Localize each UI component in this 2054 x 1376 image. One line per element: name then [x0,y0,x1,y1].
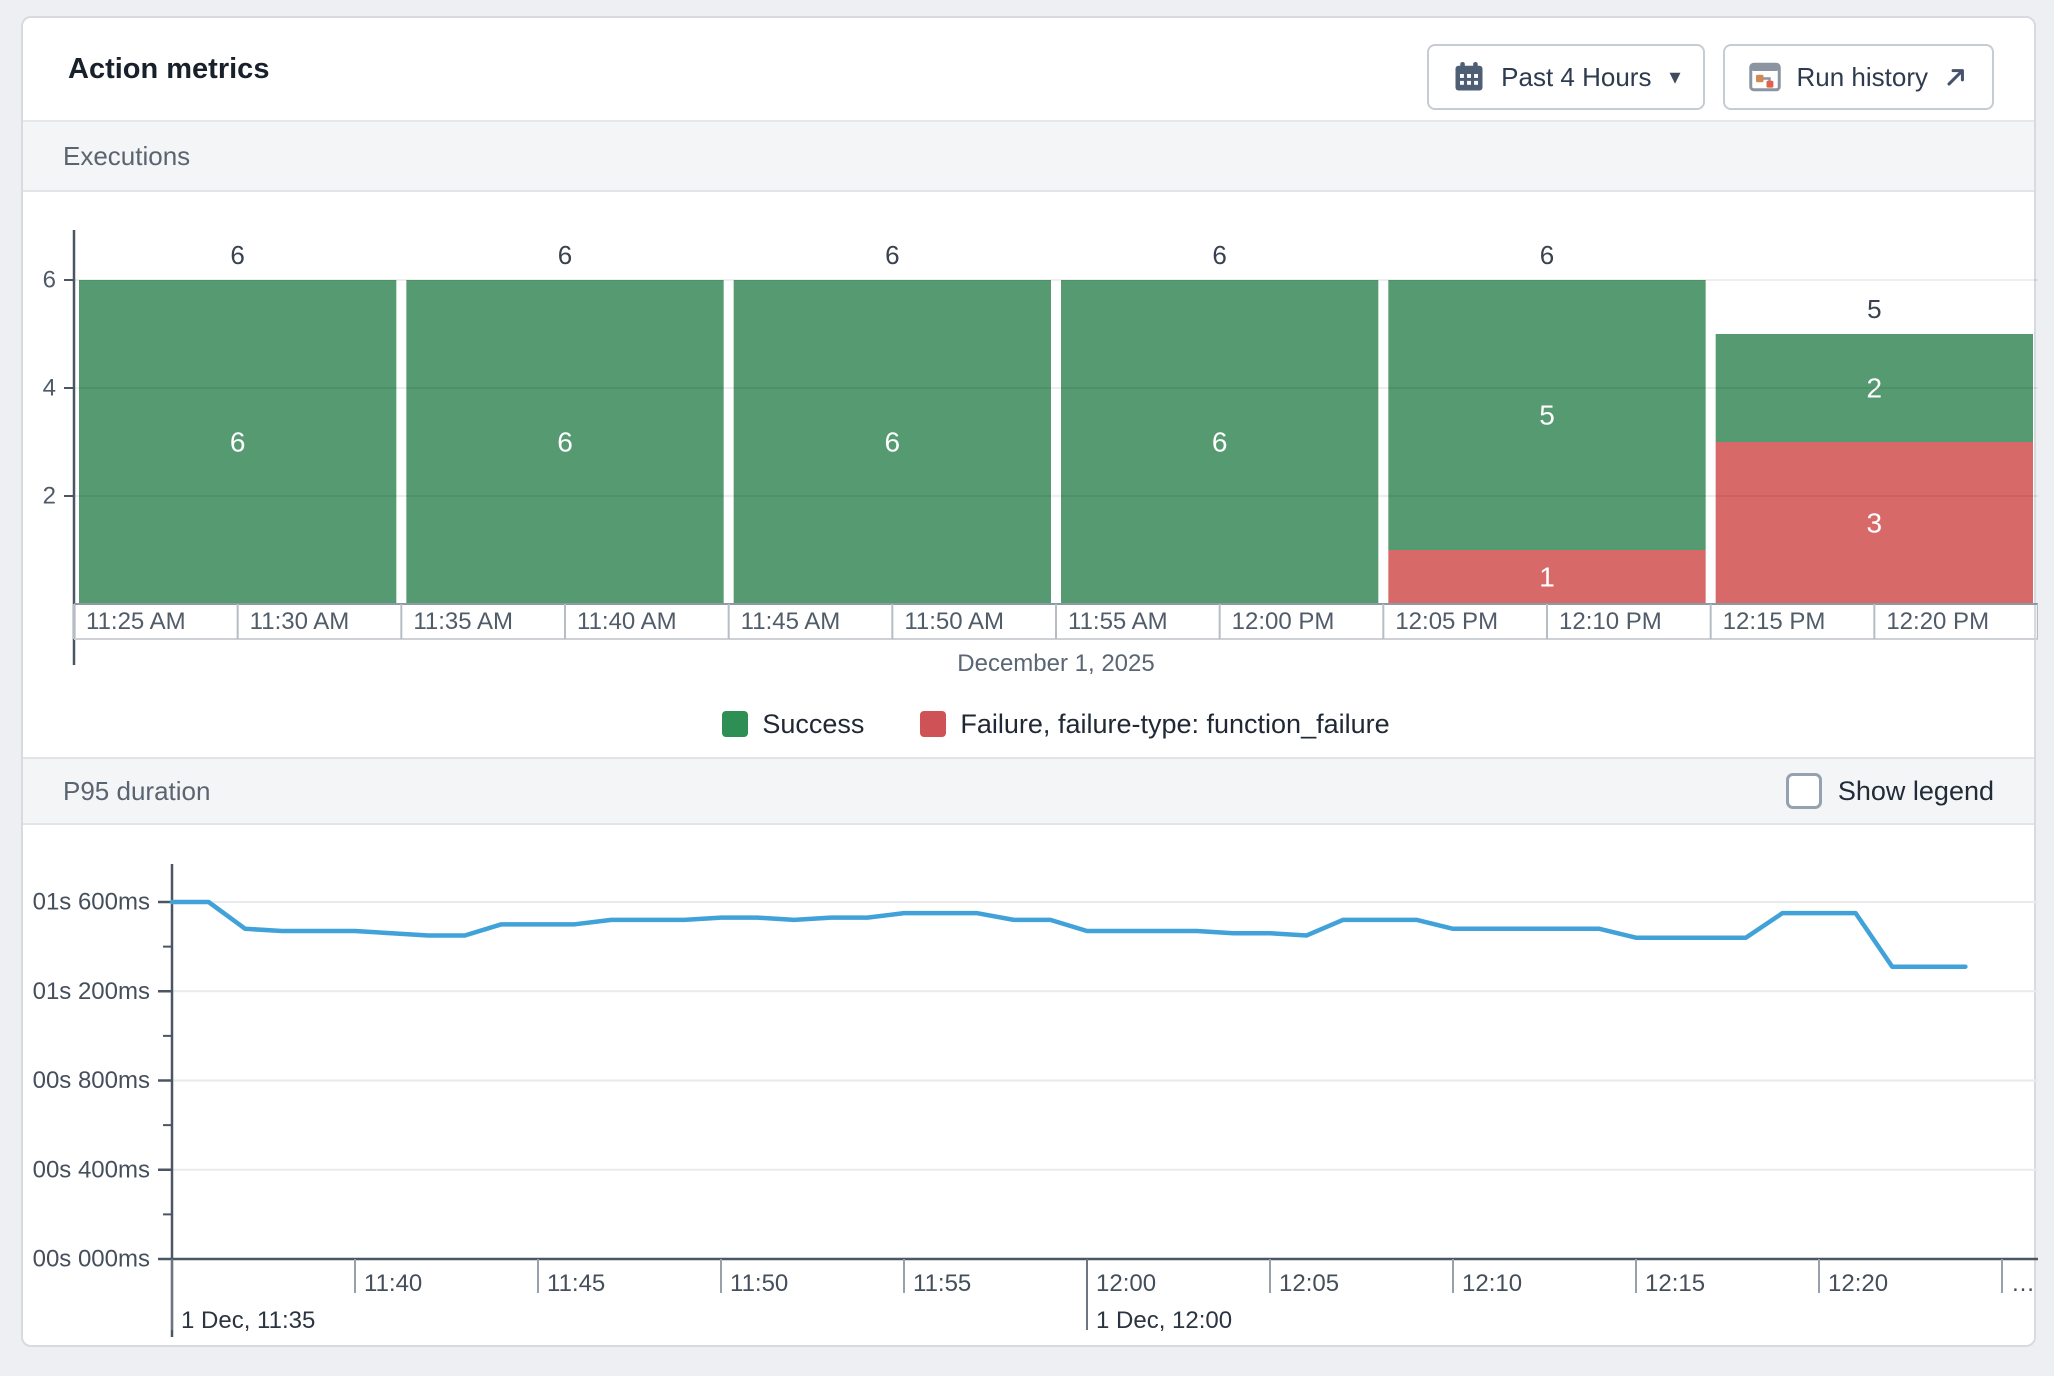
executions-section-title: Executions [63,140,191,171]
svg-text:1: 1 [1539,562,1555,593]
svg-text:00s 400ms: 00s 400ms [33,1156,150,1183]
success-swatch-icon [722,711,749,737]
svg-text:11:40: 11:40 [364,1270,422,1297]
svg-text:00s 000ms: 00s 000ms [33,1246,150,1273]
p95-section-title: P95 duration [63,775,211,806]
svg-text:6: 6 [1212,240,1226,270]
legend-item-success: Success [722,709,864,740]
svg-text:11:30 AM: 11:30 AM [250,608,350,635]
legend-failure-label: Failure, failure-type: function_failure [960,708,1390,739]
failure-swatch-icon [920,711,947,737]
svg-text:11:35 AM: 11:35 AM [413,608,513,635]
svg-text:5: 5 [1867,294,1881,324]
svg-text:2: 2 [43,483,56,510]
svg-text:11:50: 11:50 [730,1270,788,1297]
time-range-dropdown[interactable]: Past 4 Hours ▾ [1427,44,1705,110]
svg-text:6: 6 [230,240,244,270]
p95-duration-line-chart: 00s 000ms 00s 400ms 00s 800ms 01s 200ms 01s … [33,864,2038,1337]
legend-success-label: Success [762,708,865,739]
svg-text:11:40 AM: 11:40 AM [577,608,677,635]
svg-text:12:10 PM: 12:10 PM [1559,608,1662,635]
executions-section-header: Executions [23,122,2034,192]
external-link-icon [1942,63,1970,91]
svg-text:00s 800ms: 00s 800ms [33,1067,150,1094]
svg-text:12:00 PM: 12:00 PM [1232,608,1335,635]
time-range-value: Past 4 Hours [1501,61,1652,92]
svg-text:12:15 PM: 12:15 PM [1723,608,1826,635]
svg-text:12:05 PM: 12:05 PM [1395,608,1498,635]
svg-text:6: 6 [230,427,246,458]
chevron-down-icon: ▾ [1669,64,1681,89]
page-title: Action metrics [68,53,270,85]
show-legend-label: Show legend [1837,775,1994,806]
svg-text:…: … [2011,1270,2035,1297]
svg-text:12:05: 12:05 [1279,1270,1339,1297]
card-header: Action metrics Past 4 Hours ▾ [23,18,2034,122]
svg-text:6: 6 [43,267,56,294]
svg-text:2: 2 [1867,373,1883,404]
svg-text:6: 6 [557,427,573,458]
header-actions: Past 4 Hours ▾ Run history [1427,44,1994,110]
svg-text:11:45: 11:45 [547,1270,605,1297]
run-history-icon [1747,59,1783,95]
svg-text:11:45 AM: 11:45 AM [741,608,841,635]
svg-text:3: 3 [1867,508,1883,539]
bar-chart-date-caption: December 1, 2025 [957,650,1155,677]
run-history-label: Run history [1796,61,1929,92]
svg-text:12:10: 12:10 [1462,1270,1522,1297]
svg-text:6: 6 [885,240,899,270]
action-metrics-card: Action metrics Past 4 Hours ▾ [21,16,2038,1347]
svg-text:12:15: 12:15 [1645,1270,1705,1297]
svg-text:01s 200ms: 01s 200ms [33,978,150,1005]
svg-text:12:00: 12:00 [1096,1270,1156,1297]
svg-text:12:20 PM: 12:20 PM [1886,608,1989,635]
svg-text:11:55 AM: 11:55 AM [1068,608,1168,635]
svg-text:6: 6 [885,427,901,458]
show-legend-checkbox[interactable] [1785,773,1822,809]
svg-text:11:55: 11:55 [913,1270,971,1297]
svg-text:6: 6 [1540,240,1554,270]
legend-item-failure: Failure, failure-type: function_failure [920,708,1390,740]
svg-text:6: 6 [1212,427,1228,458]
svg-text:5: 5 [1539,400,1555,431]
svg-text:6: 6 [558,240,572,270]
svg-text:11:50 AM: 11:50 AM [904,608,1004,635]
svg-text:11:25 AM: 11:25 AM [86,608,186,635]
svg-text:12:20: 12:20 [1828,1270,1888,1297]
svg-text:1 Dec, 12:00: 1 Dec, 12:00 [1096,1307,1232,1334]
calendar-icon [1451,59,1487,95]
svg-text:01s 600ms: 01s 600ms [33,889,150,916]
run-history-button[interactable]: Run history [1722,44,1994,110]
show-legend-control[interactable]: Show legend [1785,759,1994,823]
svg-text:4: 4 [43,375,56,402]
p95-section-header: P95 duration Show legend [23,757,2034,825]
svg-text:1 Dec, 11:35: 1 Dec, 11:35 [181,1307,315,1334]
executions-legend: Success Failure, failure-type: function_… [74,702,2038,746]
